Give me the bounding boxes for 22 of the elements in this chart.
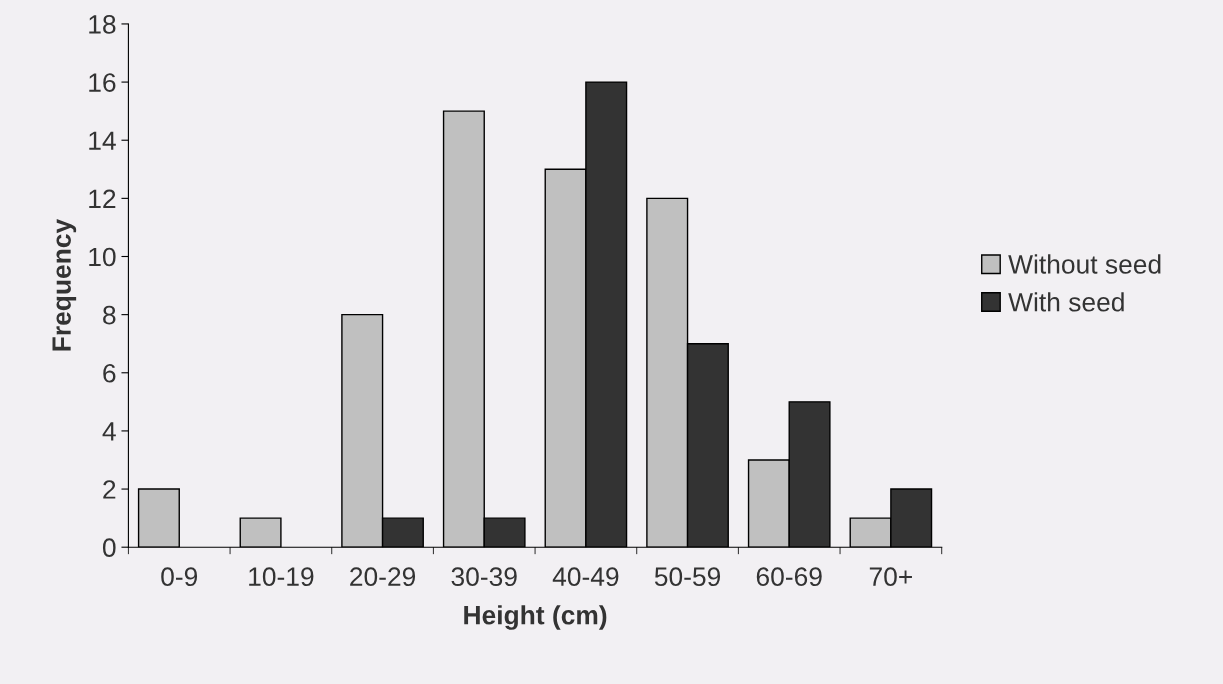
y-tick-label: 16 [89,73,116,92]
y-tick-label: 0 [102,538,116,558]
y-tick-label: 2 [103,480,116,499]
x-axis-title: Height (cm) [464,605,607,630]
y-tick-label: 6 [103,363,116,383]
y-tick-label: 10 [89,247,116,267]
x-tick-label: 40-49 [552,567,619,587]
legend-label: With seed [1008,292,1124,312]
y-tick-label: 4 [102,422,116,441]
x-tick-label: 60-69 [756,567,822,587]
y-tick-label: 14 [89,131,116,150]
x-tick-label: 10-19 [249,567,314,587]
y-tick-label: 18 [89,15,116,34]
x-tick-label: 70+ [869,567,912,587]
legend-label: Without seed [1008,254,1161,274]
x-tick-label: 50-59 [654,567,721,587]
y-tick-label: 12 [89,189,116,208]
x-tick-label: 30-39 [451,567,517,587]
y-tick-label: 8 [103,305,116,325]
x-tick-label: 20-29 [350,567,416,587]
y-axis-title: Frequency [52,218,77,351]
x-tick-label: 0-9 [161,567,198,587]
